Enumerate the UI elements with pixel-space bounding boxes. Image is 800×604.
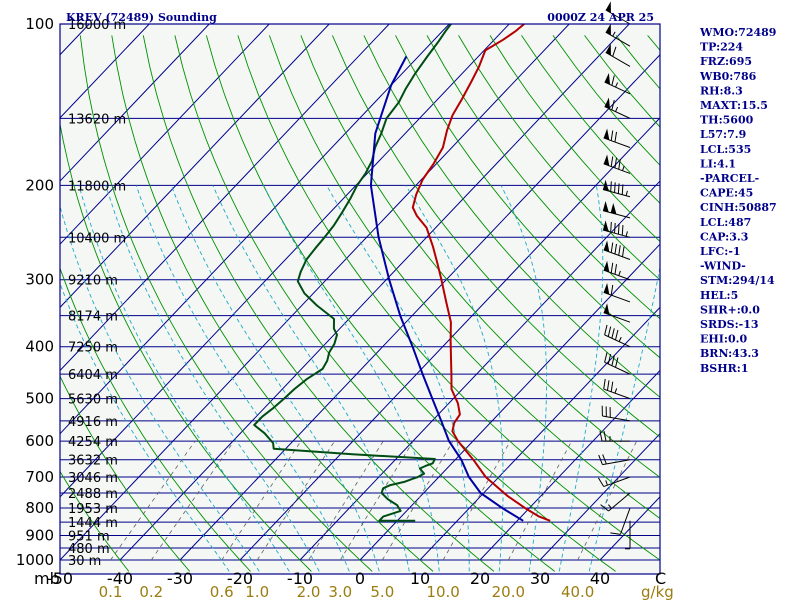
index-label: WMO:72489 xyxy=(699,26,776,39)
index-label: CINH:50887 xyxy=(700,201,777,214)
height-label: 6404 m xyxy=(68,368,118,383)
height-label: 7250 m xyxy=(68,341,118,356)
height-label: 3046 m xyxy=(68,471,118,486)
pressure-axis-labels: 100 200 300 400 500 600 700 800 900 1000 xyxy=(16,15,54,569)
pressure-tick-label: 500 xyxy=(25,390,54,408)
index-label: SHR+:0.0 xyxy=(700,303,760,316)
height-label: 30 m xyxy=(68,554,101,569)
index-label: LCL:487 xyxy=(700,216,751,229)
index-label: EHI:0.0 xyxy=(700,333,747,346)
pressure-tick-label: 300 xyxy=(25,271,54,289)
temperature-tick-label: 20 xyxy=(470,569,490,588)
height-label: 4254 m xyxy=(68,435,118,450)
index-label: -WIND- xyxy=(700,260,746,273)
pressure-tick-label: 600 xyxy=(25,432,54,450)
index-label: BRN:43.3 xyxy=(700,347,759,360)
index-label: CAP:3.3 xyxy=(700,230,748,243)
mixing-ratio-unit-label: g/kg xyxy=(641,583,674,600)
height-label: 11800 m xyxy=(68,179,126,194)
mixing-ratio-tick-label: 0.6 xyxy=(210,583,234,600)
mixing-ratio-tick-label: 0.1 xyxy=(99,583,123,600)
height-label: 4916 m xyxy=(68,415,118,430)
pressure-tick-label: 200 xyxy=(25,176,54,194)
mixing-ratio-tick-label: 20.0 xyxy=(492,583,525,600)
mixing-ratio-tick-label: 40.0 xyxy=(561,583,594,600)
height-label: 2488 m xyxy=(68,487,118,502)
temperature-tick-label: 30 xyxy=(530,569,550,588)
index-label: STM:294/14 xyxy=(700,274,775,287)
index-label: LCL:535 xyxy=(700,143,751,156)
index-label: L57:7.9 xyxy=(700,128,746,141)
pressure-tick-label: 1000 xyxy=(16,551,54,569)
index-label: MAXT:15.5 xyxy=(700,99,768,112)
pressure-unit-label: mb xyxy=(34,569,60,588)
index-label: TH:5600 xyxy=(700,114,754,127)
pressure-tick-label: 100 xyxy=(25,15,54,33)
pressure-tick-label: 800 xyxy=(25,499,54,517)
index-label: FRZ:695 xyxy=(700,55,752,68)
index-label: CAPE:45 xyxy=(700,187,753,200)
height-label: 9210 m xyxy=(68,274,118,289)
index-label: LI:4.1 xyxy=(700,157,736,170)
height-label: 8174 m xyxy=(68,310,118,325)
temperature-tick-label: -30 xyxy=(167,569,193,588)
mixing-ratio-tick-label: 0.2 xyxy=(139,583,163,600)
station-title: KREV (72489) Sounding xyxy=(66,11,217,24)
mixing-ratio-tick-label: 1.0 xyxy=(245,583,269,600)
index-label: LFC:-1 xyxy=(700,245,741,258)
height-label: 13620 m xyxy=(68,112,126,127)
index-label: -PARCEL- xyxy=(700,172,759,185)
mixing-ratio-tick-label: 10.0 xyxy=(426,583,459,600)
pressure-tick-label: 700 xyxy=(25,468,54,486)
pressure-tick-label: 400 xyxy=(25,338,54,356)
mixing-ratio-tick-label: 3.0 xyxy=(328,583,352,600)
pressure-tick-label: 900 xyxy=(25,526,54,544)
temperature-tick-label: 0 xyxy=(355,569,365,588)
index-label: TP:224 xyxy=(700,41,743,54)
index-label: WB0:786 xyxy=(699,70,757,83)
height-label: 10400 m xyxy=(68,231,126,246)
index-label: BSHR:1 xyxy=(700,362,749,375)
time-title: 0000Z 24 APR 25 xyxy=(547,11,654,24)
mixing-ratio-tick-label: 2.0 xyxy=(297,583,321,600)
height-label: 3632 m xyxy=(68,454,118,469)
height-label: 1953 m xyxy=(68,502,118,517)
height-label: 5630 m xyxy=(68,393,118,408)
plot-background xyxy=(60,24,660,574)
mixing-ratio-tick-label: 5.0 xyxy=(370,583,394,600)
index-label: HEL:5 xyxy=(700,289,738,302)
index-label: RH:8.3 xyxy=(700,84,743,97)
index-label: SRDS:-13 xyxy=(700,318,759,331)
